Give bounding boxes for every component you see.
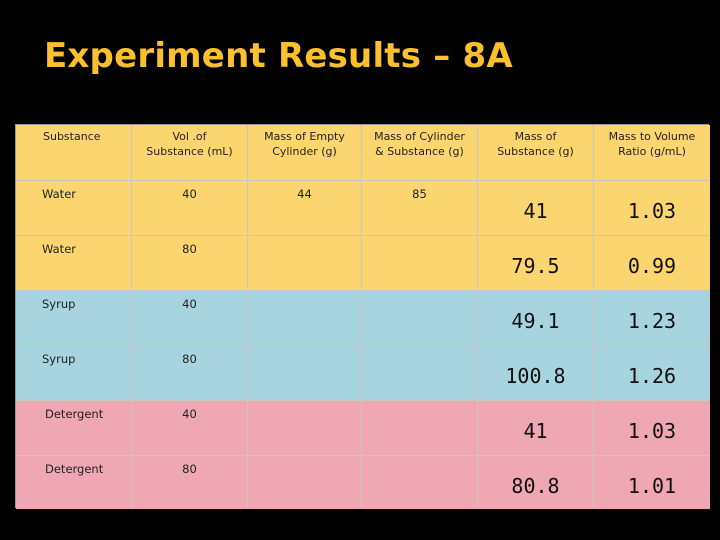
header-mass-volume-ratio: Mass to Volume Ratio (g/mL) bbox=[594, 125, 710, 181]
cell-total-mass bbox=[362, 291, 478, 346]
cell-substance-mass: 41 bbox=[478, 181, 594, 236]
cell-substance-mass: 80.8 bbox=[478, 456, 594, 509]
header-substance: Substance bbox=[16, 125, 132, 181]
cell-substance: Detergent bbox=[16, 401, 132, 456]
cell-substance: Syrup bbox=[16, 291, 132, 346]
cell-ratio: 1.26 bbox=[594, 346, 710, 401]
header-cylinder-substance-mass: Mass of Cylinder & Substance (g) bbox=[362, 125, 478, 181]
slide-title: Experiment Results – 8A bbox=[44, 36, 513, 76]
cell-volume: 40 bbox=[132, 181, 248, 236]
cell-ratio: 1.01 bbox=[594, 456, 710, 509]
cell-substance-mass: 41 bbox=[478, 401, 594, 456]
cell-volume: 80 bbox=[132, 236, 248, 291]
cell-volume: 80 bbox=[132, 456, 248, 509]
cell-total-mass: 85 bbox=[362, 181, 478, 236]
header-empty-cylinder-mass: Mass of Empty Cylinder (g) bbox=[248, 125, 362, 181]
cell-substance: Syrup bbox=[16, 346, 132, 401]
cell-empty-mass bbox=[248, 236, 362, 291]
cell-empty-mass bbox=[248, 291, 362, 346]
header-volume: Vol .of Substance (mL) bbox=[132, 125, 248, 181]
cell-substance: Water bbox=[16, 181, 132, 236]
cell-volume: 40 bbox=[132, 401, 248, 456]
cell-substance-mass: 49.1 bbox=[478, 291, 594, 346]
cell-total-mass bbox=[362, 456, 478, 509]
cell-ratio: 1.03 bbox=[594, 401, 710, 456]
cell-volume: 80 bbox=[132, 346, 248, 401]
cell-substance: Detergent bbox=[16, 456, 132, 509]
cell-total-mass bbox=[362, 346, 478, 401]
cell-empty-mass bbox=[248, 456, 362, 509]
cell-substance-mass: 79.5 bbox=[478, 236, 594, 291]
cell-empty-mass bbox=[248, 346, 362, 401]
cell-ratio: 1.23 bbox=[594, 291, 710, 346]
cell-volume: 40 bbox=[132, 291, 248, 346]
cell-ratio: 1.03 bbox=[594, 181, 710, 236]
header-substance-mass: Mass of Substance (g) bbox=[478, 125, 594, 181]
cell-total-mass bbox=[362, 401, 478, 456]
cell-empty-mass bbox=[248, 401, 362, 456]
cell-ratio: 0.99 bbox=[594, 236, 710, 291]
results-table: Substance Vol .of Substance (mL) Mass of… bbox=[15, 124, 710, 509]
cell-substance: Water bbox=[16, 236, 132, 291]
cell-substance-mass: 100.8 bbox=[478, 346, 594, 401]
cell-total-mass bbox=[362, 236, 478, 291]
cell-empty-mass: 44 bbox=[248, 181, 362, 236]
